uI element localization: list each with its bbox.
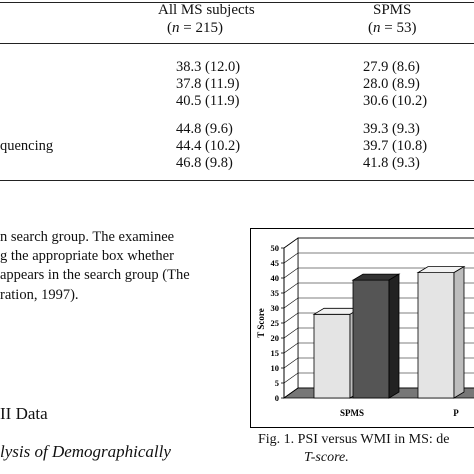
bar-side — [388, 273, 400, 399]
body-text-line: appears in the search group (The — [0, 267, 190, 283]
figure-caption-line2: T-score. — [304, 450, 349, 465]
x-tick-label: P — [453, 408, 459, 418]
table-cell: 38.3 (12.0) — [176, 59, 241, 75]
table-cell: 46.8 (9.8) — [176, 155, 233, 171]
table-cell: 27.9 (8.6) — [363, 59, 420, 75]
y-tick-label: 20 — [271, 333, 280, 343]
y-tick-label: 50 — [271, 243, 280, 253]
y-tick-label: 35 — [271, 288, 280, 298]
y-tick-label: 25 — [271, 318, 280, 328]
y-tick-label: 10 — [271, 363, 280, 373]
table-cell: 44.8 (9.6) — [176, 121, 233, 137]
table-cell: 40.5 (11.9) — [176, 93, 240, 109]
table-top-rule — [0, 2, 474, 3]
y-tick-label: 0 — [275, 393, 279, 403]
table-header-rule — [0, 43, 474, 44]
body-text-line: n search group. The examinee — [0, 229, 175, 245]
table-cell: 44.4 (10.2) — [176, 138, 241, 154]
column-header-spms: SPMS — [373, 2, 412, 18]
psi-wmi-bar-chart: 0 5 10 15 20 25 30 35 40 45 50 T Score SPMS P — [250, 228, 474, 428]
bar-side — [453, 265, 465, 399]
bar — [313, 313, 351, 399]
column-header-all-ms: All MS subjects — [158, 2, 255, 18]
table-cell: 39.7 (10.8) — [363, 138, 428, 154]
y-tick-label: 45 — [271, 258, 280, 268]
y-axis-label: T Score — [256, 308, 266, 337]
y-tick-label: 15 — [271, 348, 280, 358]
section-heading: II Data — [0, 404, 48, 423]
table-cell: 37.8 (11.9) — [176, 76, 240, 92]
table-cell: 30.6 (10.2) — [363, 93, 428, 109]
body-text-line: ration, 1997). — [0, 287, 79, 303]
y-tick-label: 5 — [275, 378, 279, 388]
n-symbol: n — [172, 20, 180, 36]
table-cell: 41.8 (9.3) — [363, 155, 420, 171]
body-text-line: g the appropriate box whether — [0, 248, 174, 264]
table-cell: 39.3 (9.3) — [363, 121, 420, 137]
n-value: = 215) — [183, 20, 223, 36]
gridline — [283, 237, 474, 249]
row-label: quencing — [0, 138, 54, 154]
y-tick-label: 30 — [271, 303, 280, 313]
figure-caption: Fig. 1. PSI versus WMI in MS: de — [258, 432, 450, 447]
gridline — [283, 252, 474, 264]
n-symbol: n — [373, 20, 381, 36]
table-bottom-rule — [0, 180, 474, 181]
bar — [352, 279, 390, 399]
column-header-n-all: (n = 215) — [167, 20, 223, 36]
chart-frame — [250, 228, 474, 428]
n-value: = 53) — [384, 20, 417, 36]
y-tick-label: 40 — [271, 273, 280, 283]
table-cell: 28.0 (8.9) — [363, 76, 420, 92]
bar — [417, 272, 455, 399]
column-header-n-spms: (n = 53) — [368, 20, 417, 36]
x-tick-label: SPMS — [340, 408, 364, 418]
gridline — [283, 267, 474, 279]
subsection-heading: lysis of Demographically — [0, 442, 171, 461]
